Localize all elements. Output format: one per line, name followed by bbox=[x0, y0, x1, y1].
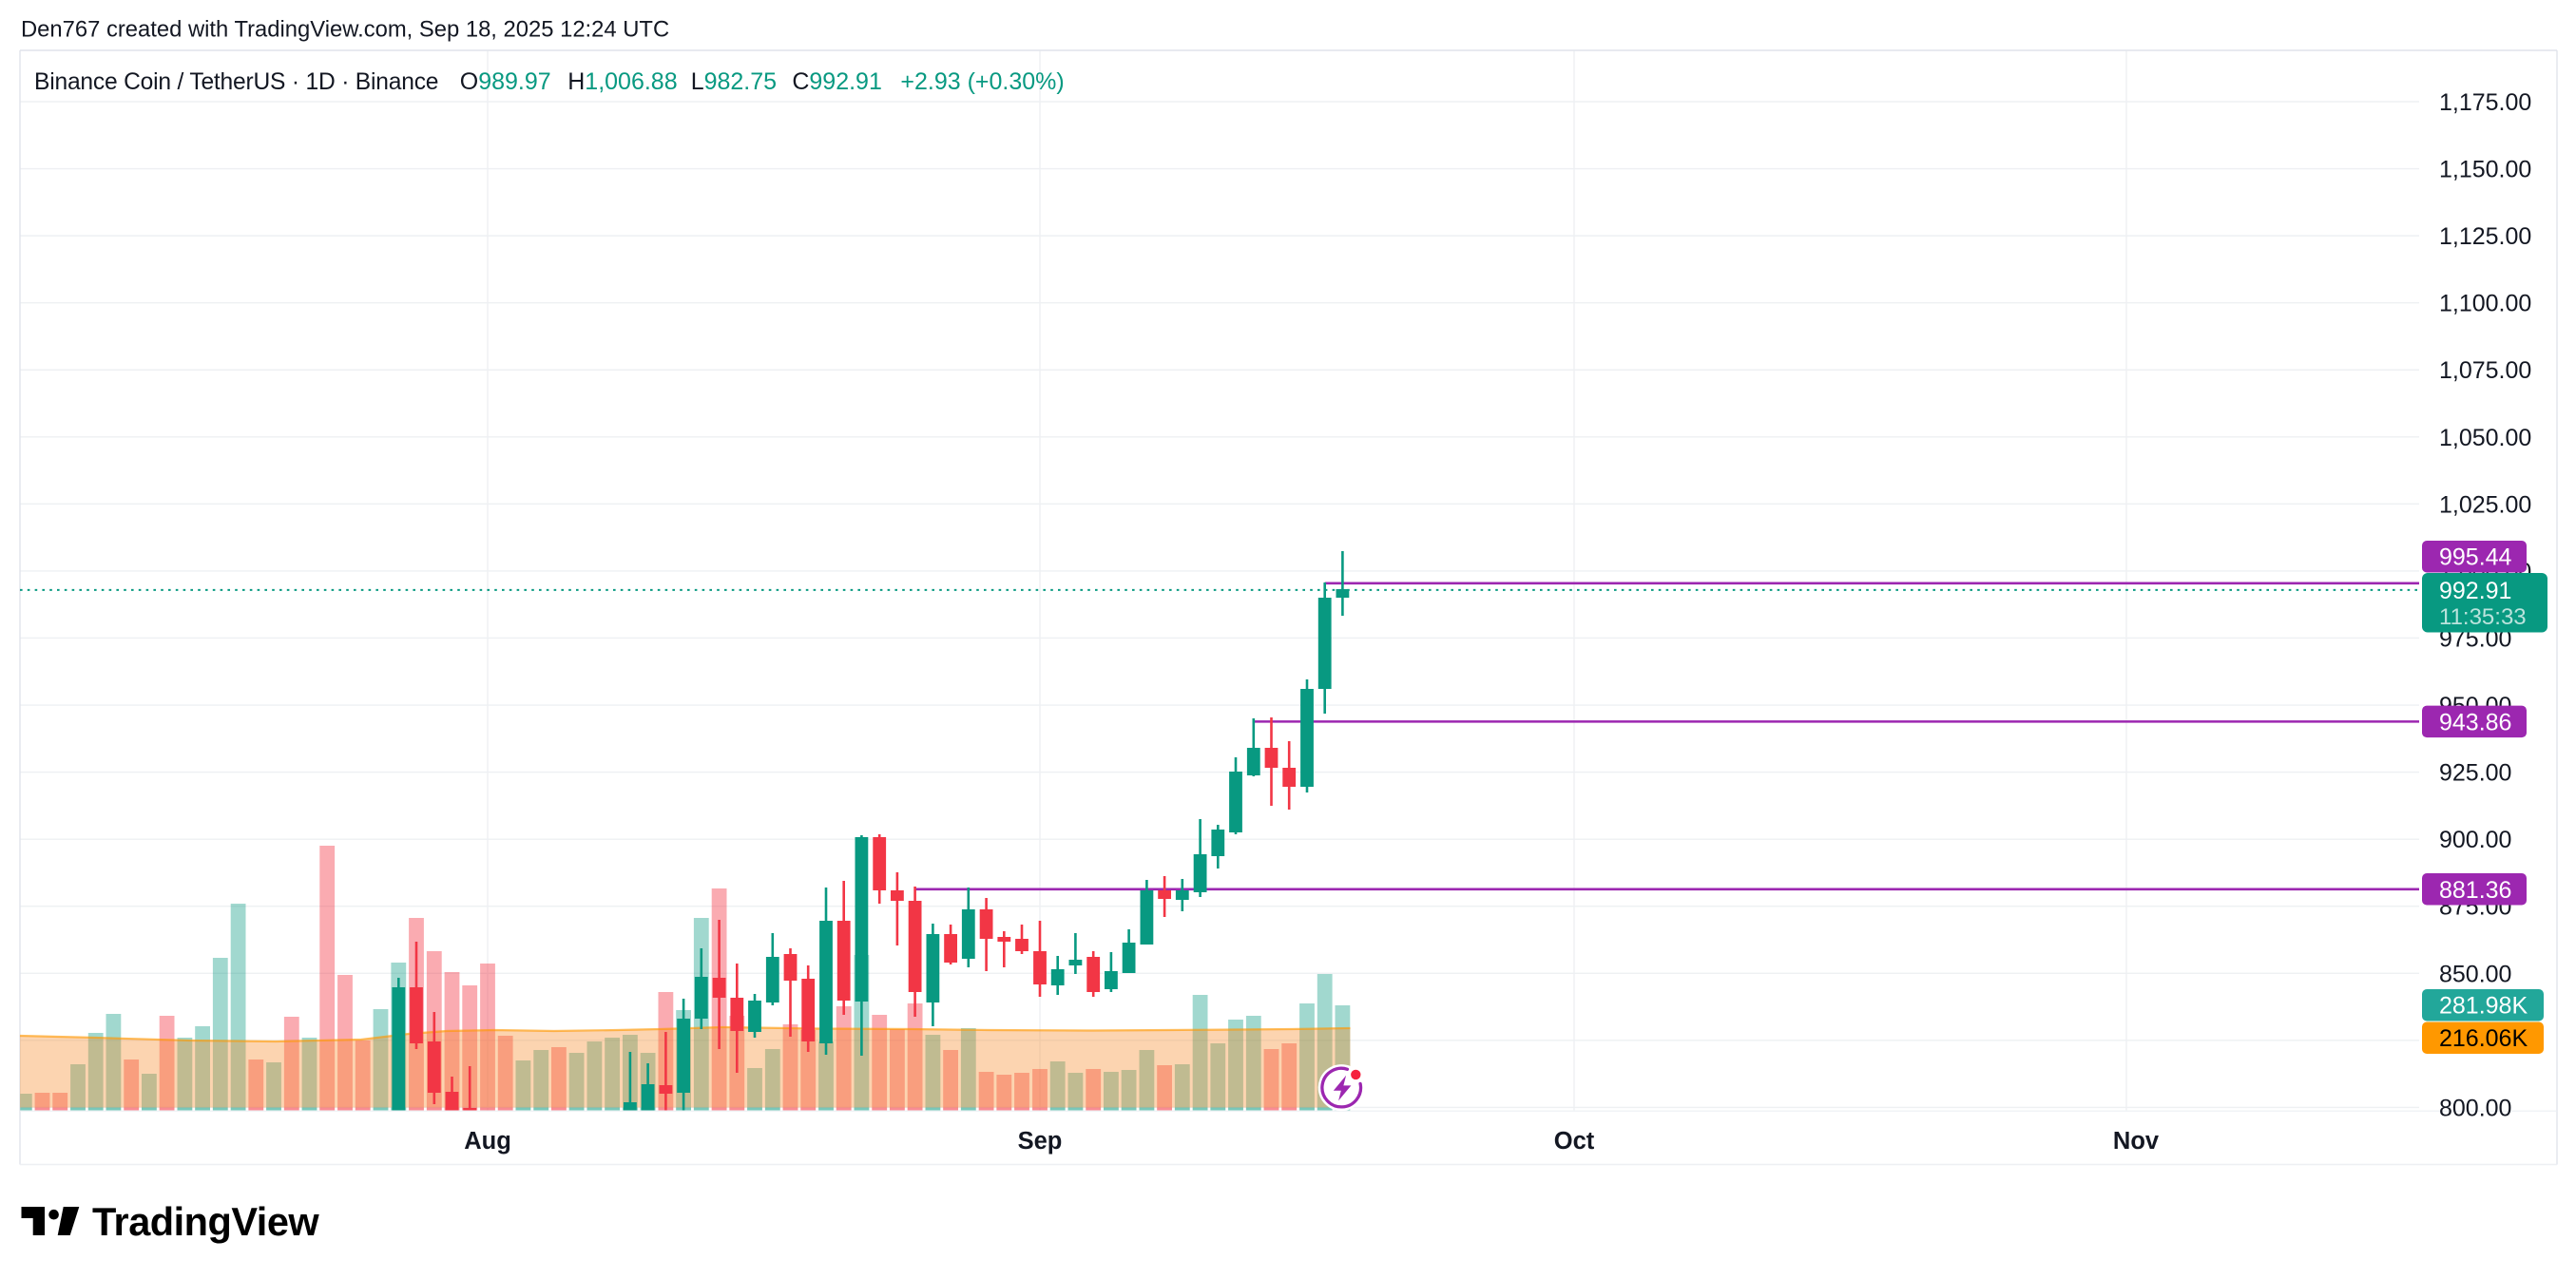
svg-text:Sep: Sep bbox=[1018, 1128, 1063, 1155]
svg-text:Aug: Aug bbox=[464, 1128, 511, 1155]
svg-text:1,100.00: 1,100.00 bbox=[2439, 291, 2531, 317]
svg-text:992.91: 992.91 bbox=[809, 68, 881, 95]
svg-text:943.86: 943.86 bbox=[2439, 709, 2511, 735]
svg-text:1,175.00: 1,175.00 bbox=[2439, 89, 2531, 116]
svg-text:O: O bbox=[460, 68, 478, 95]
svg-text:281.98K: 281.98K bbox=[2439, 993, 2528, 1020]
svg-text:1,075.00: 1,075.00 bbox=[2439, 357, 2531, 384]
svg-text:Binance Coin / TetherUS · 1D ·: Binance Coin / TetherUS · 1D · Binance bbox=[34, 69, 438, 95]
svg-text:Nov: Nov bbox=[2113, 1128, 2160, 1155]
svg-text:850.00: 850.00 bbox=[2439, 961, 2511, 987]
svg-text:+2.93 (+0.30%): +2.93 (+0.30%) bbox=[900, 68, 1064, 95]
svg-text:992.91: 992.91 bbox=[2439, 578, 2511, 604]
svg-text:900.00: 900.00 bbox=[2439, 827, 2511, 853]
svg-text:H: H bbox=[567, 68, 585, 95]
svg-text:1,006.88: 1,006.88 bbox=[585, 68, 677, 95]
svg-text:11:35:33: 11:35:33 bbox=[2439, 604, 2527, 630]
svg-text:1,125.00: 1,125.00 bbox=[2439, 223, 2531, 250]
svg-text:989.97: 989.97 bbox=[478, 68, 550, 95]
svg-text:216.06K: 216.06K bbox=[2439, 1025, 2528, 1052]
svg-text:1,025.00: 1,025.00 bbox=[2439, 491, 2531, 518]
svg-text:800.00: 800.00 bbox=[2439, 1095, 2511, 1121]
svg-text:982.75: 982.75 bbox=[704, 68, 777, 95]
svg-text:1,150.00: 1,150.00 bbox=[2439, 157, 2531, 183]
svg-text:Den767 created with TradingVie: Den767 created with TradingView.com, Sep… bbox=[21, 17, 669, 43]
svg-text:1,050.00: 1,050.00 bbox=[2439, 425, 2531, 451]
svg-text:925.00: 925.00 bbox=[2439, 760, 2511, 787]
svg-text:L: L bbox=[691, 68, 704, 95]
svg-text:881.36: 881.36 bbox=[2439, 877, 2511, 904]
svg-text:C: C bbox=[792, 68, 809, 95]
svg-text:TradingView: TradingView bbox=[92, 1199, 319, 1244]
svg-text:Oct: Oct bbox=[1554, 1128, 1595, 1155]
svg-text:995.44: 995.44 bbox=[2439, 544, 2512, 571]
